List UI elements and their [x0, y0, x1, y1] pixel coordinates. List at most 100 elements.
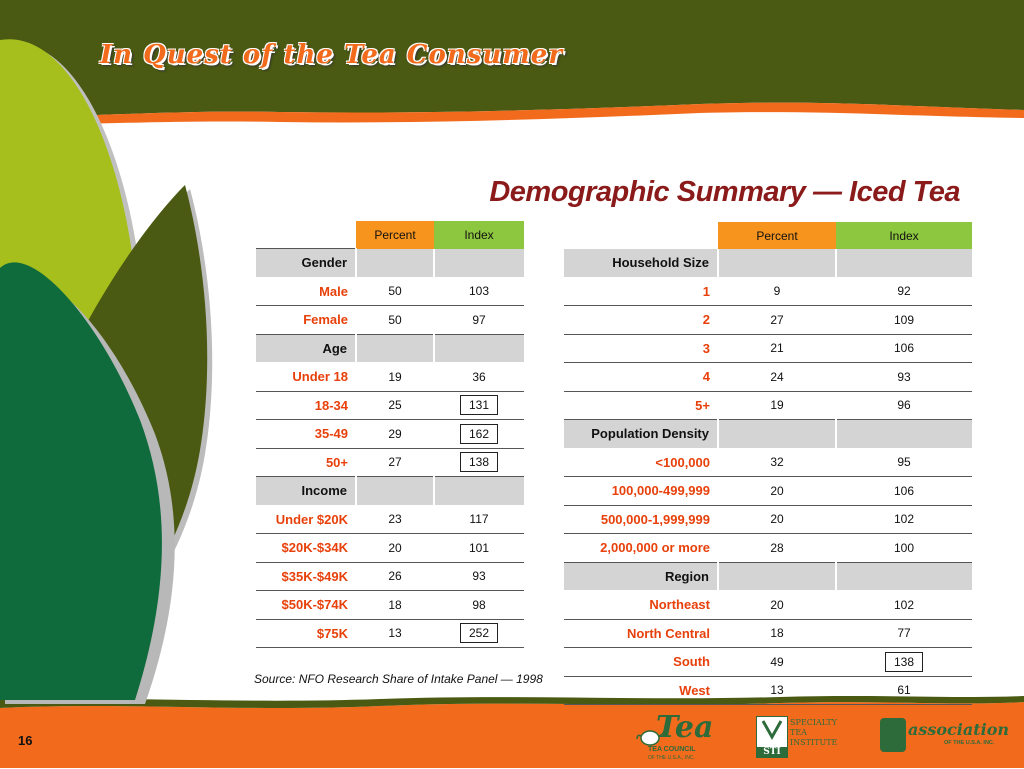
table-row: 500,000-1,999,999 20 102 [564, 505, 972, 534]
index-column-header: Index [836, 222, 972, 249]
row-label: $35K-$49K [256, 562, 356, 591]
index-cell: 106 [836, 334, 972, 363]
highlighted-index-value: 131 [459, 395, 499, 416]
sti-logo: STI SPECIALTY TEA INSTITUTE [756, 716, 846, 758]
section-header-row: Household Size [564, 249, 972, 278]
leaf-icon [761, 720, 783, 741]
sti-text: SPECIALTY TEA INSTITUTE [790, 718, 837, 748]
row-label: 2 [564, 305, 718, 335]
percent-cell: 49 [718, 647, 836, 677]
row-label: $75K [256, 619, 356, 648]
percent-cell: 50 [356, 277, 434, 306]
index-cell: 138 [836, 647, 972, 677]
percent-cell [355, 476, 434, 506]
tea-council-line2: OF THE U.S.A., INC. [648, 755, 695, 761]
highlighted-index-value: 138 [459, 452, 499, 473]
percent-cell: 20 [718, 476, 836, 506]
left-demographic-table: Percent Index Gender Male 50 103 Female 50 97 A… [256, 221, 524, 648]
index-cell: 252 [434, 619, 524, 648]
index-cell: 109 [836, 305, 972, 335]
table-row: Female 50 97 [256, 305, 524, 335]
tea-association-sub: OF THE U.S.A. INC. [944, 740, 995, 746]
row-label: 100,000-499,999 [564, 476, 718, 506]
index-cell [835, 249, 972, 278]
index-cell: 100 [836, 533, 972, 563]
percent-column-header: Percent [356, 221, 434, 249]
percent-cell: 32 [718, 448, 836, 477]
row-label: <100,000 [564, 448, 718, 477]
section-header-row: Age [256, 334, 524, 363]
table-row: North Central 18 77 [564, 619, 972, 648]
section-header-row: Population Density [564, 419, 972, 449]
row-label: 50+ [256, 448, 356, 477]
sti-emblem: STI [756, 716, 788, 758]
row-label: South [564, 647, 718, 677]
index-cell: 98 [434, 590, 524, 620]
table-row: Northeast 20 102 [564, 590, 972, 620]
section-label: Age [256, 334, 356, 363]
index-cell: 102 [836, 590, 972, 620]
index-cell: 93 [836, 362, 972, 392]
tea-council-logo: Tea TEA COUNCIL OF THE U.S.A., INC. [636, 710, 713, 764]
percent-cell: 50 [356, 305, 434, 335]
teapot-icon [636, 730, 665, 746]
right-demographic-table: Percent Index Household Size 1 9 92 2 27 109 3 2… [564, 222, 972, 705]
percent-cell: 20 [356, 533, 434, 563]
percent-cell: 29 [356, 419, 434, 449]
row-label: 2,000,000 or more [564, 533, 718, 563]
tea-association-emblem [880, 718, 906, 752]
percent-cell: 25 [356, 391, 434, 420]
header-blank [564, 222, 718, 249]
section-header-row: Income [256, 476, 524, 506]
percent-cell: 21 [718, 334, 836, 363]
index-cell: 162 [434, 419, 524, 449]
table-row: Under 18 19 36 [256, 362, 524, 392]
index-cell: 97 [434, 305, 524, 335]
index-cell: 102 [836, 505, 972, 534]
sti-line-3: INSTITUTE [790, 738, 838, 747]
tea-association-logo: association OF THE U.S.A. INC. [880, 716, 1009, 756]
header-title: In Quest of the Tea Consumer [100, 40, 564, 70]
index-cell: 93 [434, 562, 524, 591]
table-row: $50K-$74K 18 98 [256, 590, 524, 620]
row-label: 4 [564, 362, 718, 392]
percent-cell: 9 [718, 277, 836, 306]
table-header-row: Percent Index [564, 222, 972, 249]
percent-cell: 20 [718, 590, 836, 620]
index-cell: 138 [434, 448, 524, 477]
percent-cell: 27 [718, 305, 836, 335]
percent-cell [355, 334, 434, 363]
table-row: Male 50 103 [256, 277, 524, 306]
table-row: 1 9 92 [564, 277, 972, 306]
index-cell: 101 [434, 533, 524, 563]
page-subtitle: Demographic Summary — Iced Tea [489, 176, 960, 208]
row-label: 18-34 [256, 391, 356, 420]
percent-cell: 28 [718, 533, 836, 563]
tea-council-line1: TEA COUNCIL [648, 746, 696, 753]
row-label: $50K-$74K [256, 590, 356, 620]
row-label: 3 [564, 334, 718, 363]
row-label: Under $20K [256, 505, 356, 534]
sti-line-2: TEA [790, 728, 807, 737]
table-row: 2,000,000 or more 28 100 [564, 533, 972, 563]
row-label: North Central [564, 619, 718, 648]
table-row: $35K-$49K 26 93 [256, 562, 524, 591]
section-header-row: Gender [256, 248, 524, 278]
table-row: 4 24 93 [564, 362, 972, 392]
sti-abbr: STI [757, 747, 787, 757]
index-cell: 106 [836, 476, 972, 506]
table-row: $75K 13 252 [256, 619, 524, 648]
row-label: 500,000-1,999,999 [564, 505, 718, 534]
row-label: 5+ [564, 391, 718, 420]
source-note: Source: NFO Research Share of Intake Pan… [254, 672, 543, 686]
percent-cell [355, 248, 434, 278]
row-label: Under 18 [256, 362, 356, 392]
index-cell [433, 476, 524, 506]
index-cell: 131 [434, 391, 524, 420]
percent-cell [717, 562, 836, 591]
index-cell: 117 [434, 505, 524, 534]
percent-cell: 18 [356, 590, 434, 620]
index-cell [835, 562, 972, 591]
table-header-row: Percent Index [256, 221, 524, 249]
